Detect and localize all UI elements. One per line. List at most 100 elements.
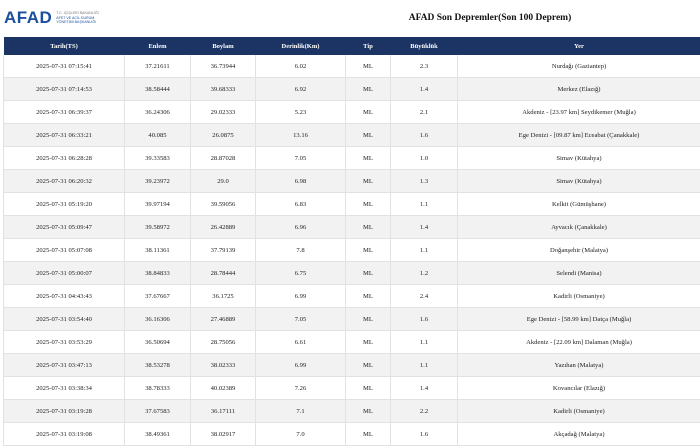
table-cell: 1.0 (391, 147, 458, 170)
table-cell: 28.87028 (191, 147, 256, 170)
table-cell: 39.59056 (191, 193, 256, 216)
table-cell: 27.46889 (191, 308, 256, 331)
table-cell: 38.02917 (191, 423, 256, 446)
table-cell: 38.49361 (125, 423, 191, 446)
table-cell: ML (346, 377, 391, 400)
table-cell: 5.23 (256, 101, 346, 124)
table-cell: 38.02333 (191, 354, 256, 377)
table-cell: 6.99 (256, 354, 346, 377)
table-cell: 1.3 (391, 170, 458, 193)
table-cell: ML (346, 308, 391, 331)
table-cell: Akdeniz - [23.97 km] Seydikemer (Muğla) (458, 101, 700, 124)
table-cell: ML (346, 262, 391, 285)
table-cell: 29.02333 (191, 101, 256, 124)
column-header: Tip (346, 37, 391, 55)
table-cell: 28.75056 (191, 331, 256, 354)
table-cell: 2025-07-31 07:14:53 (4, 78, 125, 101)
table-cell: 1.6 (391, 423, 458, 446)
table-cell: 7.05 (256, 147, 346, 170)
table-cell: 2025-07-31 04:43:43 (4, 285, 125, 308)
table-cell: 38.78333 (125, 377, 191, 400)
table-cell: 6.02 (256, 55, 346, 78)
table-cell: 7.26 (256, 377, 346, 400)
table-cell: 2.4 (391, 285, 458, 308)
logo-line: YÖNETİMİ BAŞKANLIĞI (56, 20, 98, 25)
table-cell: 28.78444 (191, 262, 256, 285)
table-cell: ML (346, 101, 391, 124)
table-cell: 39.68333 (191, 78, 256, 101)
table-cell: 1.4 (391, 78, 458, 101)
table-cell: 2025-07-31 05:07:08 (4, 239, 125, 262)
table-cell: Ege Denizi - [09.87 km] Eceabat (Çanakka… (458, 124, 700, 147)
table-cell: 6.75 (256, 262, 346, 285)
table-cell: 38.53278 (125, 354, 191, 377)
table-cell: 6.98 (256, 170, 346, 193)
table-cell: 1.1 (391, 193, 458, 216)
table-cell: Selendi (Manisa) (458, 262, 700, 285)
table-cell: Kelkit (Gümüşhane) (458, 193, 700, 216)
table-cell: 2025-07-31 03:19:08 (4, 423, 125, 446)
table-cell: Akdeniz - [22.09 km] Dalaman (Muğla) (458, 331, 700, 354)
column-header: Büyüklük (391, 37, 458, 55)
table-cell: 1.6 (391, 124, 458, 147)
table-cell: 2025-07-31 05:00:07 (4, 262, 125, 285)
table-cell: 2.2 (391, 400, 458, 423)
table-cell: 2025-07-31 06:20:32 (4, 170, 125, 193)
table-cell: 6.83 (256, 193, 346, 216)
table-cell: ML (346, 285, 391, 308)
logo[interactable]: AFAD T.C. İÇİŞLERİ BAKANLIĞI AFET VE ACİ… (4, 8, 99, 28)
table-cell: 26.42889 (191, 216, 256, 239)
table-cell: ML (346, 400, 391, 423)
table-cell: ML (346, 147, 391, 170)
table-cell: 2025-07-31 03:19:28 (4, 400, 125, 423)
table-cell: ML (346, 170, 391, 193)
table-cell: ML (346, 78, 391, 101)
table-cell: 2025-07-31 07:15:41 (4, 55, 125, 78)
table-cell: Akçadağ (Malatya) (458, 423, 700, 446)
table-cell: 2025-07-31 06:33:21 (4, 124, 125, 147)
column-header: Derinlik(Km) (256, 37, 346, 55)
table-cell: 2025-07-31 03:47:13 (4, 354, 125, 377)
table-cell: 39.97194 (125, 193, 191, 216)
table-cell: 37.21611 (125, 55, 191, 78)
column-header: Boylam (191, 37, 256, 55)
table-cell: ML (346, 354, 391, 377)
table-cell: Ege Denizi - [58.99 km] Datça (Muğla) (458, 308, 700, 331)
table-cell: 13.16 (256, 124, 346, 147)
table-cell: 1.1 (391, 239, 458, 262)
table-cell: 37.79139 (191, 239, 256, 262)
table-cell: 2025-07-31 03:38:34 (4, 377, 125, 400)
table-cell: 7.1 (256, 400, 346, 423)
table-cell: 37.67583 (125, 400, 191, 423)
table-cell: 1.1 (391, 331, 458, 354)
table-cell: 40.085 (125, 124, 191, 147)
table-cell: 7.0 (256, 423, 346, 446)
table-cell: Yazıhan (Malatya) (458, 354, 700, 377)
table-cell: 1.2 (391, 262, 458, 285)
table-cell: 39.33583 (125, 147, 191, 170)
table-cell: 1.1 (391, 354, 458, 377)
table-cell: 7.8 (256, 239, 346, 262)
table-cell: 2025-07-31 05:09:47 (4, 216, 125, 239)
table-cell: ML (346, 239, 391, 262)
logo-text: T.C. İÇİŞLERİ BAKANLIĞI AFET VE ACİL DUR… (56, 11, 98, 25)
table-cell: 2025-07-31 06:39:37 (4, 101, 125, 124)
column-header: Enlem (125, 37, 191, 55)
table-cell: 26.0875 (191, 124, 256, 147)
table-cell: 37.67667 (125, 285, 191, 308)
table-cell: 6.92 (256, 78, 346, 101)
